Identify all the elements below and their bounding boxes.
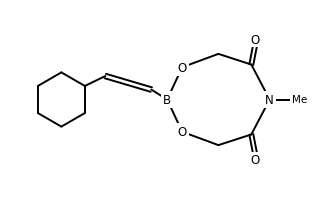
- Text: O: O: [177, 126, 187, 139]
- Text: O: O: [177, 61, 187, 74]
- Text: O: O: [251, 33, 260, 46]
- Text: O: O: [251, 154, 260, 167]
- Text: N: N: [265, 94, 274, 106]
- Text: B: B: [163, 94, 171, 106]
- Text: Me: Me: [292, 95, 307, 105]
